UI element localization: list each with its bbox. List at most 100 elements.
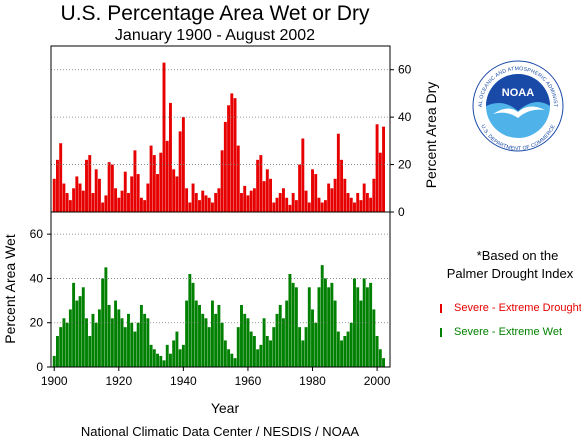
dry-bar [159, 152, 163, 212]
dry-bar [110, 164, 114, 212]
dry-bar [59, 143, 63, 212]
dry-y-tick-label: 20 [398, 158, 412, 172]
wet-bar [75, 300, 79, 367]
dry-bar [223, 121, 227, 212]
wet-bar [372, 309, 376, 367]
wet-bar [110, 318, 114, 367]
wet-bar [152, 349, 156, 367]
wet-bar [320, 265, 324, 367]
wet-bar [330, 282, 334, 367]
wet-bar [210, 300, 214, 367]
wet-bar [198, 305, 201, 367]
dry-bar [382, 126, 385, 212]
wet-bar [227, 349, 231, 367]
wet-bar [88, 336, 92, 367]
dry-bar [262, 181, 266, 212]
wet-bar [301, 340, 305, 367]
wet-bar [85, 318, 88, 367]
dry-bar [130, 176, 134, 212]
dry-bar [323, 200, 327, 212]
dry-bar [317, 197, 321, 212]
x-tick-label: 1980 [299, 374, 326, 388]
wet-bar [307, 287, 311, 367]
dry-bar [198, 200, 201, 212]
dry-bar [233, 98, 237, 212]
dry-bar [343, 178, 347, 212]
wet-bar [304, 327, 308, 367]
wet-bar [340, 340, 344, 367]
wet-bar [230, 353, 234, 367]
legend-label-dry: Severe - Extreme Drought [454, 302, 581, 314]
chart-title: U.S. Percentage Area Wet or Dry [60, 2, 370, 25]
wet-bar [356, 287, 360, 367]
wet-bar [375, 336, 379, 367]
dry-bar [301, 138, 305, 212]
dry-bar [78, 183, 82, 212]
dry-bars-group [52, 62, 385, 212]
wet-bar [68, 309, 72, 367]
x-tick-label: 1920 [105, 374, 132, 388]
wet-bar [78, 296, 82, 367]
footer-credit: National Climatic Data Center / NESDIS /… [80, 424, 360, 439]
wet-bar [130, 322, 134, 367]
wet-bar [223, 340, 227, 367]
x-tick-label: 1940 [170, 374, 197, 388]
wet-bar [259, 344, 263, 367]
wet-bar [288, 274, 292, 367]
dry-bar [52, 178, 56, 212]
dry-bar [278, 193, 282, 212]
wet-bar [243, 313, 247, 367]
dry-bar [294, 200, 298, 212]
dry-bar [175, 176, 179, 212]
wet-bar [59, 327, 63, 367]
wet-bar [123, 327, 127, 367]
dry-bar [275, 197, 279, 212]
wet-bar [378, 349, 382, 367]
dry-bar [123, 171, 127, 212]
wet-bar [314, 322, 318, 367]
dry-bar [185, 188, 189, 212]
wet-bar [127, 313, 130, 367]
wet-bar [317, 287, 321, 367]
legend-item-wet: Severe - Extreme Wet [440, 326, 562, 338]
dry-bar [172, 169, 176, 212]
wet-bar [65, 322, 69, 367]
wet-bar [56, 336, 59, 367]
plot-frame [50, 45, 391, 368]
wet-bar [275, 313, 279, 367]
dry-bar [349, 197, 353, 212]
wet-bar [246, 318, 250, 367]
dry-bar [327, 183, 331, 212]
wet-bar [136, 322, 140, 367]
legend-swatch-wet [440, 327, 442, 337]
dry-bar [191, 183, 195, 212]
dry-bar [298, 164, 302, 212]
legend-swatch-dry [440, 303, 442, 313]
dry-bar [372, 178, 376, 212]
dry-bar [272, 202, 276, 212]
wet-bars-group [52, 265, 385, 367]
noaa-logo: NATIONAL OCEANIC AND ATMOSPHERIC ADMINIS… [463, 56, 564, 152]
dry-bar [65, 193, 69, 212]
wet-bar [62, 318, 66, 367]
x-axis-label: Year [210, 400, 240, 416]
dry-bar [136, 174, 140, 212]
dry-bar [340, 159, 344, 212]
wet-bar [139, 305, 143, 367]
wet-bar [365, 287, 369, 367]
wet-bar [52, 355, 56, 367]
dry-bar [282, 188, 285, 212]
dry-y-tick-label: 60 [398, 63, 412, 77]
dry-bar [156, 174, 159, 212]
wet-bar [191, 282, 195, 367]
dry-bar [304, 190, 308, 212]
wet-bar [201, 313, 205, 367]
dry-bar [220, 150, 224, 212]
dry-bar [346, 193, 350, 212]
wet-bar [94, 322, 98, 367]
plot-border [50, 45, 391, 368]
wet-bar [349, 322, 353, 367]
dry-bar [97, 178, 101, 212]
dry-bar [72, 188, 76, 212]
wet-bar [265, 336, 269, 367]
